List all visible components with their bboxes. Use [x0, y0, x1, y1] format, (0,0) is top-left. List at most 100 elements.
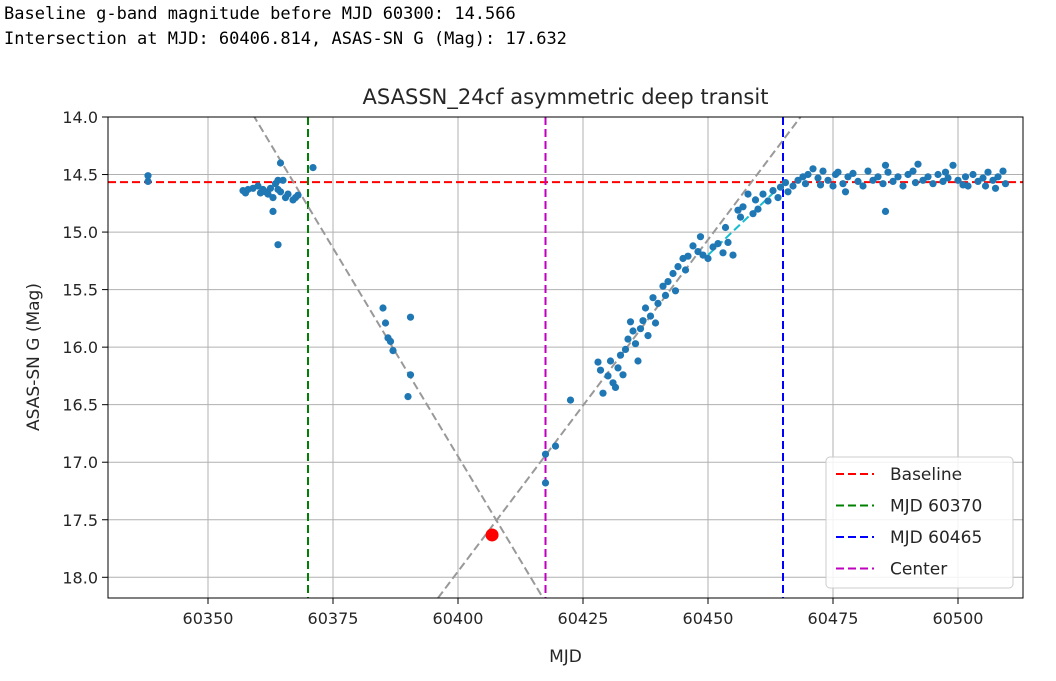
y-tick-label: 17.5 [62, 511, 98, 530]
data-point [989, 176, 997, 184]
data-point [596, 366, 605, 374]
data-point [279, 176, 287, 184]
data-point [899, 182, 907, 190]
x-tick-label: 60400 [433, 609, 484, 628]
data-point [309, 164, 317, 172]
data-point [269, 194, 277, 202]
data-point [954, 176, 962, 184]
data-point [646, 312, 655, 320]
data-point [809, 165, 817, 173]
data-point [654, 299, 662, 307]
data-point [819, 167, 827, 175]
data-point [696, 233, 705, 241]
data-point [934, 170, 942, 179]
output-line-baseline: Baseline g-band magnitude before MJD 603… [4, 4, 516, 24]
data-point [541, 479, 550, 487]
data-point [824, 176, 832, 184]
data-point [984, 168, 992, 176]
y-tick-label: 18.0 [62, 568, 98, 587]
data-point [551, 442, 560, 450]
data-point [1001, 180, 1010, 188]
data-point [404, 393, 412, 401]
data-point [964, 182, 972, 190]
data-point [274, 241, 282, 249]
x-tick-label: 60350 [183, 609, 234, 628]
data-point [829, 182, 837, 190]
data-point [664, 278, 672, 286]
data-point [604, 372, 612, 380]
data-point [784, 188, 792, 196]
data-point [721, 223, 730, 232]
data-point [854, 177, 862, 185]
data-point [981, 182, 990, 190]
data-point [694, 248, 702, 256]
y-tick-label: 14.5 [62, 166, 98, 185]
data-point [794, 176, 802, 184]
data-point [674, 263, 682, 271]
data-point [636, 325, 645, 333]
data-point [661, 291, 670, 299]
data-point [626, 318, 635, 326]
y-tick-label: 14.0 [62, 108, 98, 127]
data-point [759, 190, 767, 198]
data-point [919, 176, 927, 184]
data-point [144, 177, 152, 185]
intersection-marker [485, 528, 499, 542]
data-point [944, 174, 952, 182]
data-point [689, 242, 697, 250]
data-point [266, 184, 275, 192]
data-point [804, 170, 812, 179]
data-point [566, 396, 575, 404]
data-point [889, 177, 897, 185]
data-point [979, 174, 987, 182]
data-point [284, 190, 292, 198]
data-point [869, 176, 877, 184]
data-point [774, 194, 782, 202]
data-point [961, 173, 970, 181]
data-point [386, 337, 395, 345]
data-point [624, 335, 632, 343]
data-point [874, 173, 882, 181]
data-point [379, 304, 387, 312]
data-point [839, 180, 847, 188]
data-point [754, 205, 762, 213]
data-point [276, 188, 285, 196]
data-point [729, 251, 737, 259]
data-point [659, 282, 667, 290]
data-point [994, 173, 1002, 181]
data-point [629, 327, 637, 335]
y-tick-label: 17.0 [62, 453, 98, 472]
fit-line [253, 117, 544, 598]
data-point [859, 182, 867, 190]
data-point [614, 364, 622, 372]
data-point [616, 351, 625, 359]
data-point [849, 169, 857, 177]
grid [108, 116, 1023, 598]
data-point [744, 190, 752, 198]
data-point [681, 266, 690, 274]
x-axis-label: MJD [549, 647, 582, 667]
data-point [736, 213, 745, 221]
data-point [991, 184, 1000, 192]
x-tick-label: 60425 [558, 609, 609, 628]
data-point [911, 179, 920, 187]
data-point [406, 371, 415, 379]
data-point [914, 160, 922, 168]
vertical-reference-lines [307, 117, 784, 598]
data-point [641, 304, 650, 312]
x-tick-label: 60475 [808, 609, 859, 628]
data-point [894, 173, 902, 181]
data-point [924, 173, 932, 181]
data-point [649, 294, 657, 302]
data-point [941, 168, 950, 176]
legend-label: Baseline [890, 465, 962, 485]
data-point [634, 357, 642, 365]
data-point [684, 252, 692, 260]
data-point [949, 161, 957, 169]
data-point [619, 371, 627, 379]
data-point [999, 167, 1007, 175]
data-point [264, 190, 272, 198]
data-point [816, 181, 825, 189]
data-point [639, 317, 647, 325]
